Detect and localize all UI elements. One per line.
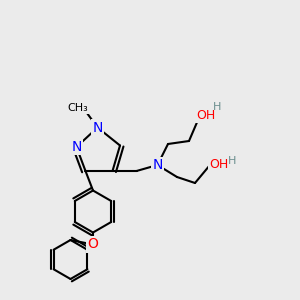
Text: CH₃: CH₃ — [68, 103, 88, 113]
Text: O: O — [88, 238, 98, 251]
Text: N: N — [92, 121, 103, 134]
Text: N: N — [152, 158, 163, 172]
Text: H: H — [212, 101, 221, 112]
Text: OH: OH — [209, 158, 229, 172]
Text: N: N — [71, 140, 82, 154]
Text: H: H — [227, 155, 236, 166]
Text: OH: OH — [196, 109, 215, 122]
